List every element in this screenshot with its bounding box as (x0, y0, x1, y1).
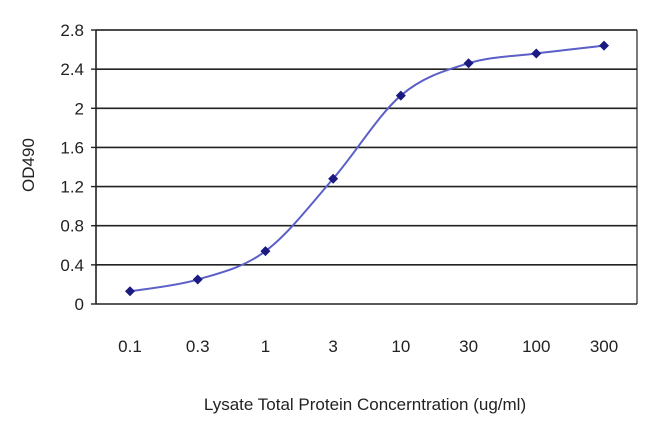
x-tick-label: 3 (328, 337, 337, 356)
x-tick-label: 100 (522, 337, 550, 356)
data-markers (125, 40, 609, 297)
axes (91, 29, 638, 305)
x-tick-label: 0.1 (118, 337, 142, 356)
series-line (129, 44, 605, 293)
data-point (328, 173, 339, 184)
y-tick-label: 2 (75, 99, 84, 118)
y-tick-label: 2.4 (60, 60, 84, 79)
data-point (531, 48, 542, 59)
x-tick-label: 10 (391, 337, 410, 356)
data-point (192, 274, 203, 285)
data-point (599, 40, 609, 51)
y-tick-label: 0.4 (60, 256, 84, 275)
x-axis-title: Lysate Total Protein Concerntration (ug/… (204, 395, 526, 414)
y-tick-label: 2.8 (60, 21, 84, 40)
y-tick-label: 0.8 (60, 217, 84, 236)
x-tick-label: 0.3 (186, 337, 210, 356)
y-tick-label: 0 (75, 295, 84, 314)
y-tick-labels: 0 0.4 0.8 1.2 1.6 2 2.4 2.8 (60, 21, 84, 314)
x-tick-labels: 0.1 0.3 1 3 10 30 100 300 (118, 337, 618, 356)
y-tick-label: 1.2 (60, 178, 84, 197)
y-axis-title: OD490 (19, 138, 38, 192)
data-point (125, 286, 135, 297)
y-tick-label: 1.6 (60, 138, 84, 157)
data-point (395, 90, 406, 101)
x-tick-label: 300 (590, 337, 618, 356)
gridlines (96, 29, 637, 266)
data-point (260, 246, 271, 257)
x-tick-label: 30 (459, 337, 478, 356)
x-tick-label: 1 (261, 337, 270, 356)
data-point (463, 58, 474, 69)
